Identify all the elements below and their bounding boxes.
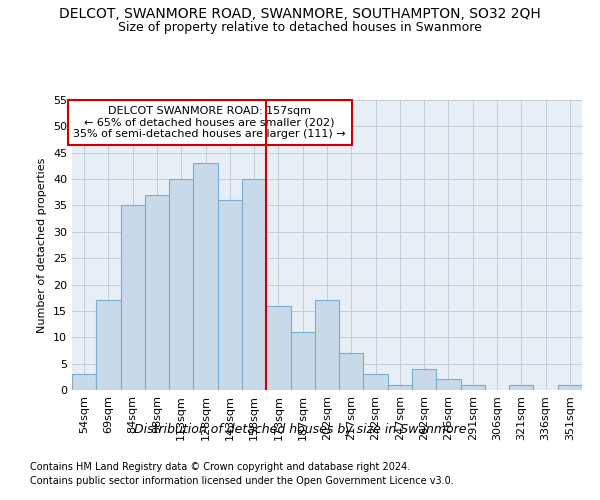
Bar — [436, 380, 461, 390]
Bar — [193, 164, 218, 390]
Text: DELCOT SWANMORE ROAD: 157sqm
← 65% of detached houses are smaller (202)
35% of s: DELCOT SWANMORE ROAD: 157sqm ← 65% of de… — [73, 106, 346, 139]
Text: DELCOT, SWANMORE ROAD, SWANMORE, SOUTHAMPTON, SO32 2QH: DELCOT, SWANMORE ROAD, SWANMORE, SOUTHAM… — [59, 8, 541, 22]
Bar — [388, 384, 412, 390]
Bar — [364, 374, 388, 390]
Text: Contains public sector information licensed under the Open Government Licence v3: Contains public sector information licen… — [30, 476, 454, 486]
Bar — [242, 179, 266, 390]
Y-axis label: Number of detached properties: Number of detached properties — [37, 158, 47, 332]
Text: Contains HM Land Registry data © Crown copyright and database right 2024.: Contains HM Land Registry data © Crown c… — [30, 462, 410, 472]
Bar — [558, 384, 582, 390]
Bar — [290, 332, 315, 390]
Bar — [96, 300, 121, 390]
Bar — [315, 300, 339, 390]
Bar — [121, 206, 145, 390]
Bar — [72, 374, 96, 390]
Bar — [169, 179, 193, 390]
Bar — [145, 195, 169, 390]
Bar — [266, 306, 290, 390]
Bar — [461, 384, 485, 390]
Bar — [339, 353, 364, 390]
Bar — [412, 369, 436, 390]
Bar — [509, 384, 533, 390]
Text: Size of property relative to detached houses in Swanmore: Size of property relative to detached ho… — [118, 21, 482, 34]
Text: Distribution of detached houses by size in Swanmore: Distribution of detached houses by size … — [134, 422, 466, 436]
Bar — [218, 200, 242, 390]
